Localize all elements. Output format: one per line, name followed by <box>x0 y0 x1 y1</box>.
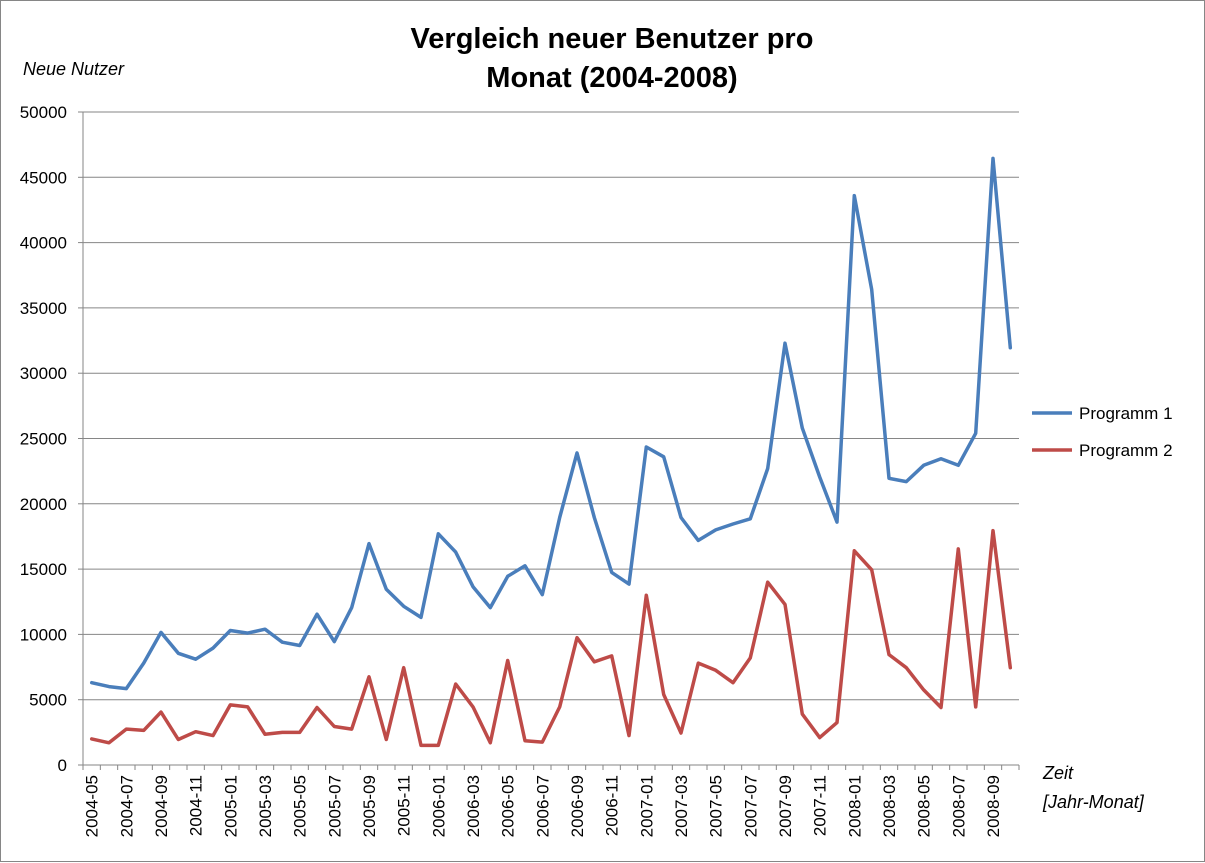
chart-title-line-1: Vergleich neuer Benutzer pro <box>411 23 814 55</box>
x-tick-label: 2005-11 <box>395 775 414 836</box>
x-tick-label: 2005-01 <box>221 775 240 837</box>
legend-label-programm-2: Programm 2 <box>1079 441 1173 460</box>
x-tick-label: 2006-09 <box>568 775 587 837</box>
y-tick-label: 10000 <box>20 625 67 644</box>
y-tick-label: 5000 <box>29 691 67 710</box>
series-lines <box>92 158 1011 745</box>
chart-title-line-2: Monat (2004-2008) <box>486 62 737 94</box>
x-tick-label: 2005-03 <box>256 775 275 837</box>
y-tick-label: 25000 <box>20 430 67 449</box>
y-tick-label: 20000 <box>20 495 67 514</box>
x-tick-label: 2007-07 <box>741 775 760 837</box>
x-tick-labels: 2004-05 2004-07 2004-09 2004-11 2005-01 2005-… <box>83 775 1003 837</box>
x-tick-label: 2005-07 <box>325 775 344 837</box>
x-tick-label: 2007-09 <box>776 775 795 837</box>
y-tick-label: 35000 <box>20 299 67 318</box>
x-tick-label: 2007-01 <box>637 775 656 837</box>
series-line-1 <box>92 158 1011 688</box>
y-tick-label: 0 <box>58 756 67 775</box>
x-tick-label: 2008-01 <box>845 775 864 837</box>
y-axis-title: Neue Nutzer <box>23 59 125 79</box>
x-tick-label: 2007-03 <box>672 775 691 837</box>
y-tick-label: 15000 <box>20 560 67 579</box>
x-tick-label: 2004-11 <box>187 775 206 836</box>
x-tick-label: 2008-07 <box>949 775 968 837</box>
x-tick-label: 2007-05 <box>707 775 726 837</box>
x-tick-label: 2005-05 <box>291 775 310 837</box>
x-tick-label: 2005-09 <box>360 775 379 837</box>
x-tick-label: 2006-11 <box>603 775 622 836</box>
legend: Programm 1 Programm 2 <box>1032 404 1173 460</box>
x-tick-label: 2008-03 <box>880 775 899 837</box>
gridlines <box>78 112 1019 770</box>
x-axis-title-line-1: Zeit <box>1042 763 1074 783</box>
y-tick-label: 45000 <box>20 168 67 187</box>
legend-label-programm-1: Programm 1 <box>1079 404 1173 423</box>
x-tick-label: 2004-05 <box>83 775 102 837</box>
x-tick-label: 2006-05 <box>499 775 518 837</box>
y-tick-label: 50000 <box>20 103 67 122</box>
x-tick-label: 2004-07 <box>117 775 136 837</box>
y-tick-label: 30000 <box>20 364 67 383</box>
y-tick-label: 40000 <box>20 234 67 253</box>
x-tick-label: 2006-01 <box>429 775 448 837</box>
x-axis-title-line-2: [Jahr-Monat] <box>1042 792 1145 812</box>
x-tick-label: 2008-05 <box>915 775 934 837</box>
x-tick-label: 2004-09 <box>152 775 171 837</box>
x-tick-label: 2006-07 <box>533 775 552 837</box>
x-tick-label: 2006-03 <box>464 775 483 837</box>
x-tick-label: 2008-09 <box>984 775 1003 837</box>
x-tick-label: 2007-11 <box>811 775 830 836</box>
y-tick-labels: 0 5000 10000 15000 20000 25000 30000 35000 40000… <box>20 103 67 775</box>
